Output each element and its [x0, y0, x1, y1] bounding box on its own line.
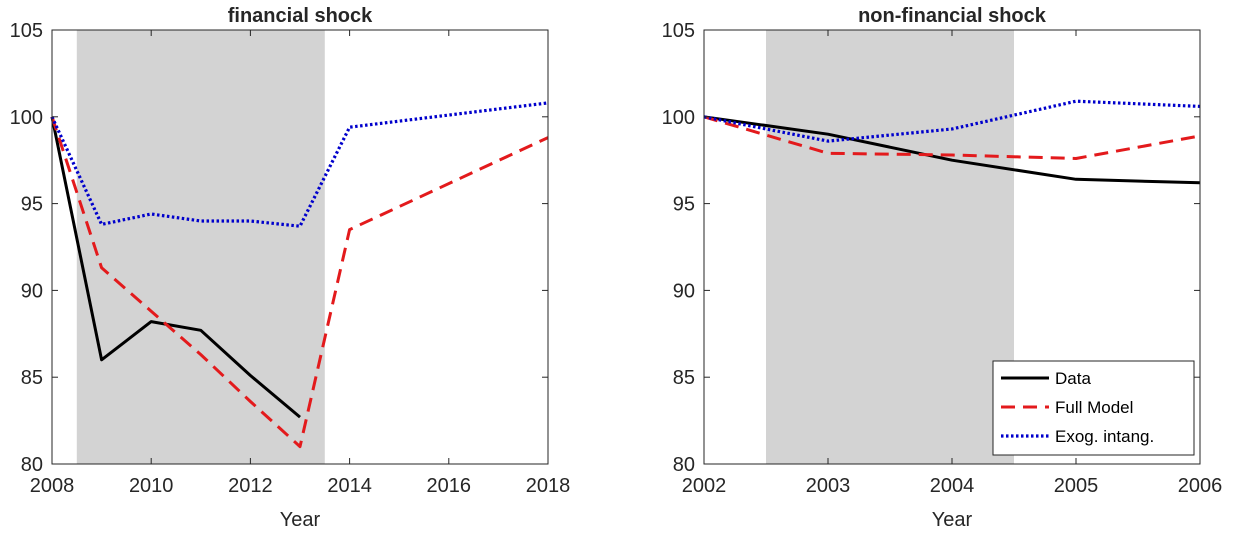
- y-tick-label: 85: [673, 367, 695, 389]
- x-tick-label: 2014: [327, 475, 372, 497]
- y-tick-label: 80: [673, 454, 695, 476]
- series-line-data: [50, 116, 301, 419]
- x-tick-label: 2004: [930, 475, 975, 497]
- y-tick-label: 80: [21, 454, 43, 476]
- y-tick-label: 100: [10, 107, 43, 129]
- series-group: [50, 101, 549, 449]
- legend: Data Full Model Exog. intang.: [992, 360, 1195, 456]
- x-tick-label: 2010: [129, 475, 174, 497]
- series-group: [703, 99, 1201, 185]
- y-tick-label: 85: [21, 367, 43, 389]
- non-financial-shock-panel: 2002 2003 2004 2005 2006 80 85 90 95 100 105 non-fi…: [662, 5, 1223, 531]
- x-tick-label: 2006: [1178, 475, 1223, 497]
- chart-title: financial shock: [228, 5, 373, 27]
- x-axis-label: Year: [932, 509, 973, 531]
- y-tick-label: 95: [673, 194, 695, 216]
- legend-label-full: Full Model: [1055, 398, 1133, 417]
- series-line-data: [703, 115, 1201, 185]
- x-tick-label: 2003: [806, 475, 851, 497]
- legend-label-data: Data: [1055, 369, 1091, 388]
- x-axis-label: Year: [280, 509, 321, 531]
- financial-shock-panel: 2008 2010 2012 2014 2016 2018 80 85 90 95 100 105 fi…: [10, 5, 571, 531]
- series-line-full: [703, 115, 1201, 160]
- series-line-exog: [50, 101, 549, 228]
- shaded-region: [76, 30, 325, 464]
- legend-label-exog: Exog. intang.: [1055, 427, 1154, 446]
- y-tick-label: 105: [10, 20, 43, 42]
- chart-title: non-financial shock: [858, 5, 1047, 27]
- x-tick-label: 2012: [228, 475, 273, 497]
- y-tick-label: 90: [21, 280, 43, 302]
- x-tick-label: 2008: [30, 475, 75, 497]
- y-tick-label: 105: [662, 20, 695, 42]
- series-line-exog: [703, 99, 1201, 143]
- x-tick-label: 2018: [526, 475, 571, 497]
- shaded-region: [766, 30, 1014, 464]
- axes-frame: [51, 29, 549, 465]
- y-tick-label: 95: [21, 194, 43, 216]
- x-tick-label: 2002: [682, 475, 727, 497]
- x-tick-label: 2005: [1054, 475, 1099, 497]
- y-tick-label: 90: [673, 280, 695, 302]
- y-tick-label: 100: [662, 107, 695, 129]
- x-tick-label: 2016: [427, 475, 472, 497]
